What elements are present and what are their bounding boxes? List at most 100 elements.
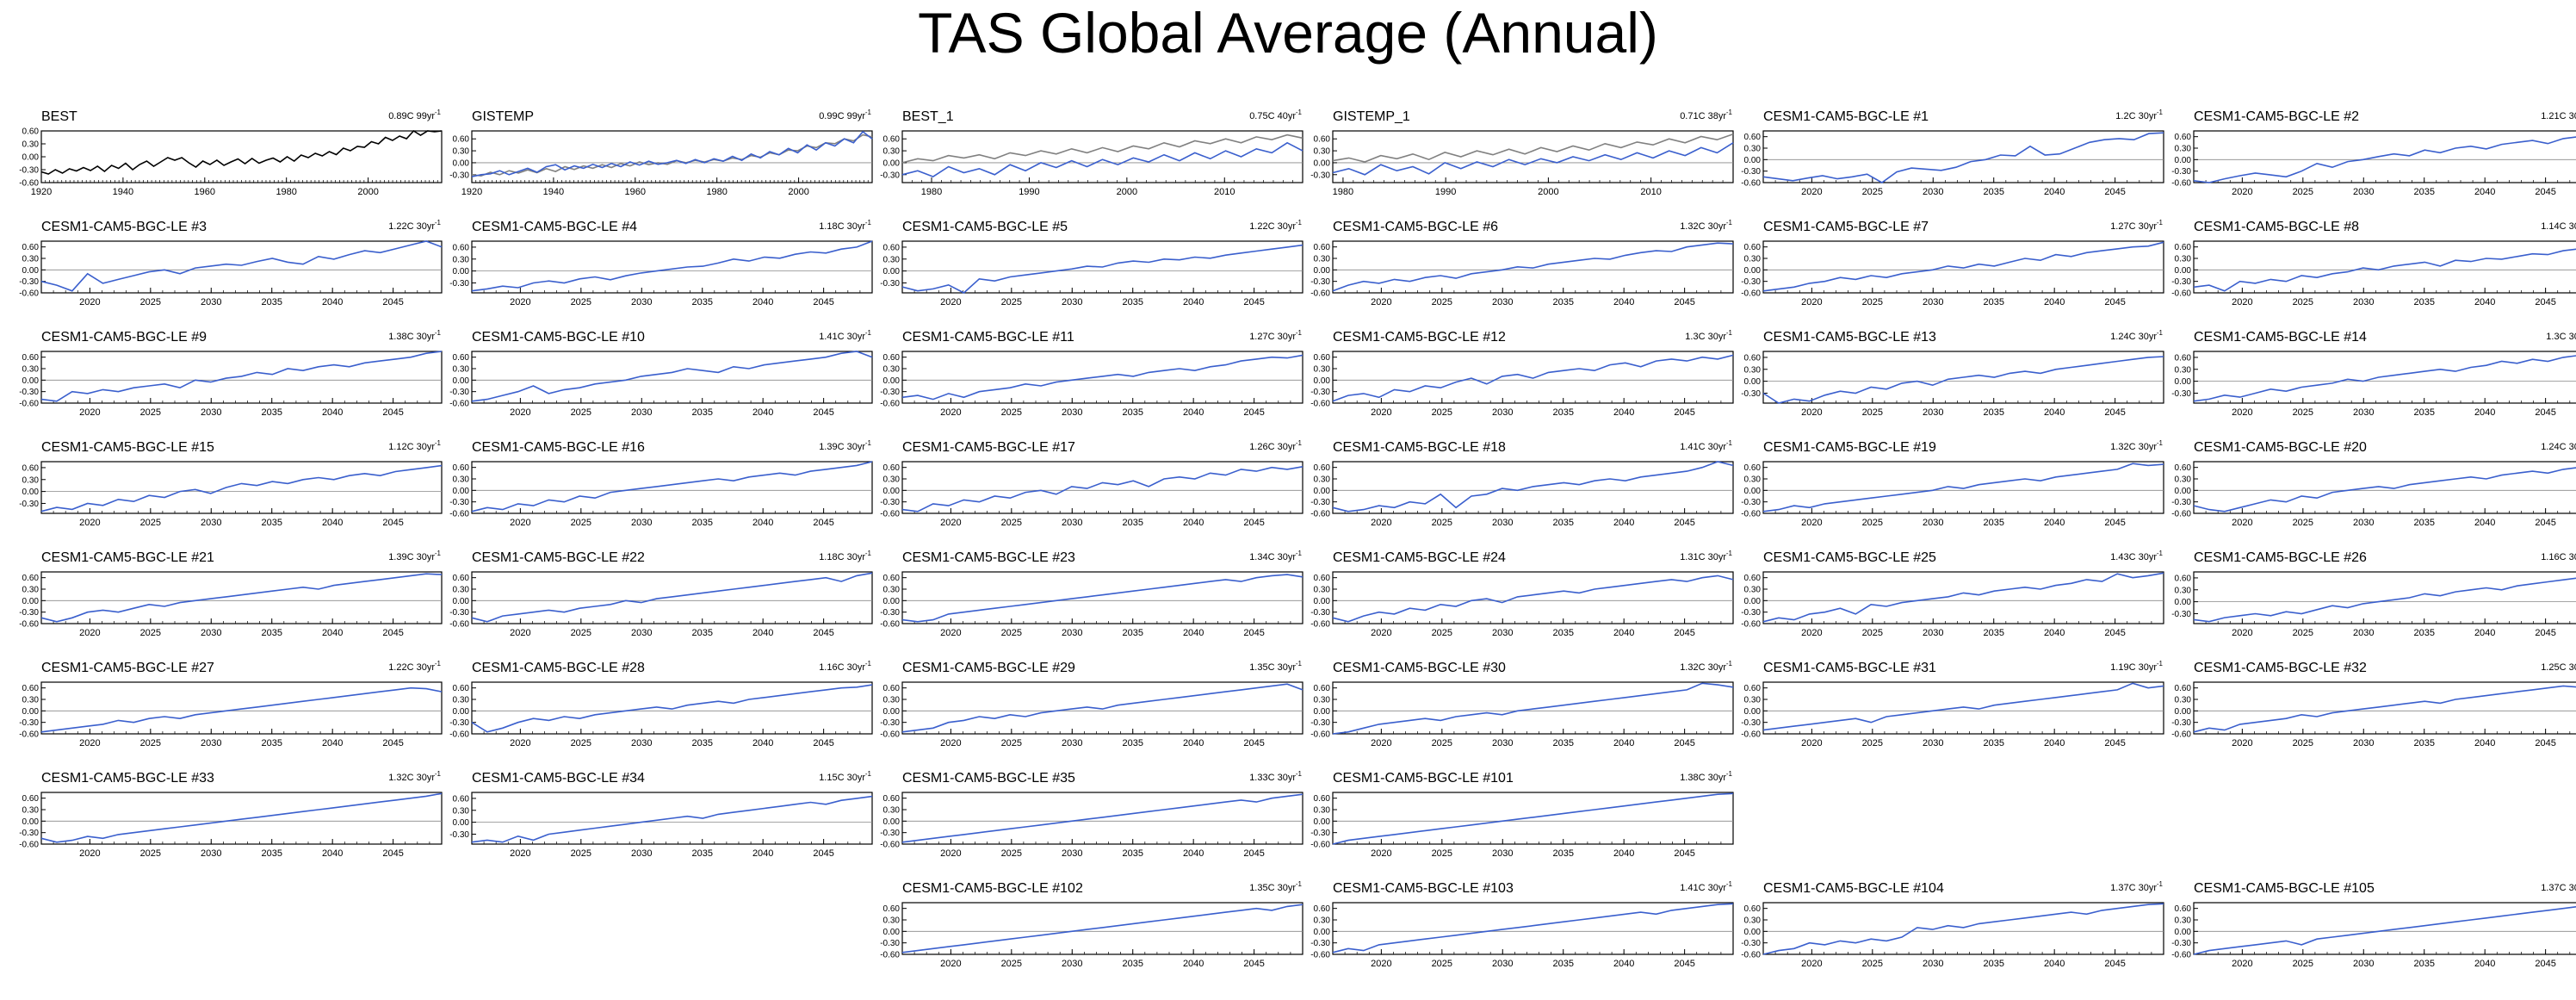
x-tick-label: 1980 <box>706 187 727 197</box>
x-tick-label: 2030 <box>2353 628 2374 638</box>
x-tick-label: 2030 <box>1062 738 1082 748</box>
panel-title: CESM1-CAM5-BGC-LE #103 <box>1333 881 1514 896</box>
y-tick-label: 0.30 <box>1744 365 1762 375</box>
series-line <box>1332 142 1734 176</box>
chart-panel: CESM1-CAM5-BGC-LE #35 1.33C 30yr -1 0.60 0.3… <box>880 770 1303 859</box>
x-tick-label: 2045 <box>1674 628 1694 638</box>
y-tick-label: -0.60 <box>1741 510 1761 519</box>
y-tick-label: 0.00 <box>1744 377 1762 387</box>
y-tick-label: 0.60 <box>2175 243 2192 252</box>
x-tick-label: 2040 <box>1183 848 1204 859</box>
chart-panel: CESM1-CAM5-BGC-LE #141.3C 30yr-10.600.30… <box>2171 330 2576 418</box>
plot-frame <box>2193 681 2576 735</box>
plot-frame <box>2193 571 2576 624</box>
series-line <box>901 683 1303 733</box>
y-tick-label: -0.30 <box>1310 388 1330 397</box>
x-tick-label: 2030 <box>1492 959 1513 969</box>
trend-unit: -1 <box>865 550 872 557</box>
x-tick-label: 2035 <box>1983 738 2003 748</box>
y-tick-label: 0.60 <box>1744 904 1762 914</box>
y-tick-label: -0.30 <box>19 718 39 728</box>
x-tick-label: 2045 <box>2104 959 2125 969</box>
series-line <box>901 141 1303 177</box>
y-tick-label: -0.30 <box>19 166 39 176</box>
x-tick-label: 2045 <box>1243 738 1264 748</box>
y-tick-label: 0.60 <box>1744 353 1762 363</box>
y-tick-label: 0.30 <box>883 806 901 816</box>
y-tick-label: 0.00 <box>883 928 901 937</box>
y-tick-label: 0.60 <box>1314 574 1331 583</box>
x-tick-label: 2025 <box>571 628 591 638</box>
y-tick-label: -0.30 <box>1741 167 1761 177</box>
series-line <box>901 466 1303 512</box>
x-tick-label: 2025 <box>1862 738 1883 748</box>
trend-label: 1.39C 30yr <box>819 442 865 452</box>
series-line <box>40 573 443 623</box>
x-tick-label: 2025 <box>1432 848 1452 859</box>
series-line <box>40 240 443 292</box>
x-tick-label: 2000 <box>1117 187 1137 197</box>
y-tick-label: -0.30 <box>449 388 469 397</box>
x-tick-label: 2045 <box>813 628 833 638</box>
y-tick-label: 0.60 <box>1744 133 1762 142</box>
x-tick-label: 2045 <box>382 297 403 307</box>
y-tick-label: 0.00 <box>453 267 470 276</box>
x-tick-label: 2025 <box>1862 187 1883 197</box>
y-tick-label: -0.60 <box>19 730 39 740</box>
x-tick-label: 2030 <box>631 407 652 418</box>
chart-panel: CESM1-CAM5-BGC-LE #21.21C 30yr-10.600.30… <box>2171 109 2576 197</box>
x-tick-label: 2040 <box>322 407 343 418</box>
x-tick-label: 2025 <box>1001 848 1022 859</box>
y-tick-label: 0.00 <box>883 487 901 496</box>
y-tick-label: 0.60 <box>2175 353 2192 363</box>
x-tick-label: 2030 <box>631 628 652 638</box>
y-tick-label: 0.00 <box>2175 487 2192 496</box>
x-tick-label: 2025 <box>2293 959 2313 969</box>
panel-title: CESM1-CAM5-BGC-LE #19 <box>1763 440 1936 455</box>
series-line <box>40 464 443 512</box>
chart-panel: CESM1-CAM5-BGC-LE #12 1.3C 30yr -1 0.60 0.30… <box>1310 329 1734 418</box>
x-tick-label: 2025 <box>1001 959 1022 969</box>
x-tick-label: 2025 <box>1001 518 1022 528</box>
x-tick-label: 2025 <box>2293 738 2313 748</box>
trend-unit: -1 <box>1296 880 1303 888</box>
y-tick-label: 0.30 <box>883 916 901 926</box>
y-tick-label: 0.60 <box>883 135 901 145</box>
x-tick-label: 2045 <box>1243 959 1264 969</box>
y-tick-label: 0.60 <box>2175 684 2192 693</box>
y-tick-label: -0.30 <box>2171 939 2191 948</box>
panel-title: CESM1-CAM5-BGC-LE #24 <box>1333 550 1506 565</box>
x-tick-label: 2020 <box>2232 518 2252 528</box>
plot-frame <box>40 351 443 404</box>
y-tick-label: -0.30 <box>880 608 900 618</box>
y-tick-label: 0.00 <box>1314 928 1331 937</box>
y-tick-label: -0.30 <box>880 939 900 948</box>
y-tick-label: 0.60 <box>2175 574 2192 583</box>
x-tick-label: 2030 <box>2353 518 2374 528</box>
y-tick-label: -0.30 <box>449 830 469 840</box>
x-tick-label: 2030 <box>1492 628 1513 638</box>
chart-panel: CESM1-CAM5-BGC-LE #17 1.26C 30yr -1 0.60 0.3… <box>880 439 1303 528</box>
x-tick-label: 2020 <box>940 407 961 418</box>
trend-unit: -1 <box>1296 329 1303 337</box>
y-tick-label: 0.60 <box>1314 463 1331 473</box>
x-tick-label: 2030 <box>1923 959 1943 969</box>
x-tick-label: 2020 <box>940 297 961 307</box>
series-line <box>40 351 443 402</box>
trend-label: 0.99C 99yr <box>819 111 865 121</box>
x-tick-label: 2045 <box>813 848 833 859</box>
x-tick-label: 2020 <box>1801 518 1822 528</box>
trend-unit: -1 <box>1726 219 1733 227</box>
x-tick-label: 2020 <box>1801 297 1822 307</box>
y-tick-label: 0.00 <box>2175 156 2192 165</box>
trend-label: 1.22C 30yr <box>388 221 435 232</box>
y-tick-label: 0.00 <box>453 158 470 168</box>
plot-frame <box>1332 571 1734 624</box>
panel-title: CESM1-CAM5-BGC-LE #104 <box>1763 881 1944 896</box>
plot-frame <box>901 240 1303 294</box>
series-line <box>2193 355 2576 402</box>
trend-label: 1.21C 30yr <box>2541 111 2576 121</box>
y-tick-label: 0.60 <box>2175 904 2192 914</box>
panel-title: CESM1-CAM5-BGC-LE #34 <box>472 771 645 786</box>
trend-label: 1.41C 30yr <box>819 332 865 342</box>
